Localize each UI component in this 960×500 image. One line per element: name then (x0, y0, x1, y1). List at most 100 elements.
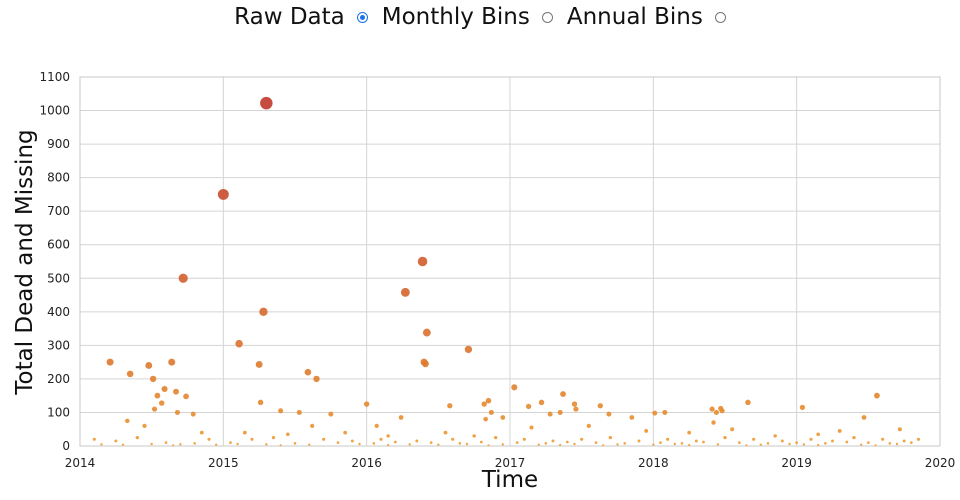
data-point[interactable] (809, 437, 813, 441)
data-point[interactable] (902, 439, 906, 443)
data-point[interactable] (154, 392, 161, 399)
data-point[interactable] (559, 443, 562, 447)
data-point[interactable] (106, 358, 114, 366)
data-point[interactable] (259, 307, 268, 317)
data-point[interactable] (158, 400, 165, 406)
data-point[interactable] (525, 403, 532, 410)
data-point[interactable] (916, 437, 921, 441)
data-point[interactable] (142, 423, 147, 428)
data-point[interactable] (909, 441, 913, 444)
data-point[interactable] (573, 406, 579, 412)
data-point[interactable] (616, 443, 619, 446)
data-point[interactable] (242, 430, 247, 435)
data-point[interactable] (135, 435, 139, 440)
data-point[interactable] (293, 442, 297, 445)
data-point[interactable] (421, 360, 429, 368)
data-point[interactable] (190, 411, 196, 417)
data-point[interactable] (408, 443, 411, 446)
data-point[interactable] (415, 439, 419, 443)
data-point[interactable] (393, 440, 397, 444)
data-point[interactable] (336, 441, 340, 444)
data-point[interactable] (296, 409, 302, 415)
data-point[interactable] (199, 430, 204, 435)
data-point[interactable] (557, 409, 563, 415)
data-point[interactable] (151, 406, 158, 412)
data-point[interactable] (606, 411, 612, 417)
data-point[interactable] (652, 443, 655, 446)
data-point[interactable] (824, 442, 827, 445)
data-point[interactable] (207, 437, 211, 441)
data-point[interactable] (358, 442, 361, 446)
data-point[interactable] (897, 427, 902, 432)
data-point[interactable] (709, 406, 715, 412)
data-point[interactable] (178, 273, 188, 283)
data-point[interactable] (799, 404, 806, 411)
data-point[interactable] (265, 443, 268, 446)
data-point[interactable] (522, 437, 526, 441)
data-point[interactable] (363, 401, 370, 407)
data-point[interactable] (723, 435, 727, 440)
data-point[interactable] (172, 444, 175, 447)
data-point[interactable] (680, 442, 684, 445)
data-point[interactable] (437, 443, 440, 446)
data-point[interactable] (538, 399, 545, 406)
data-point[interactable] (451, 437, 455, 441)
data-point[interactable] (379, 437, 383, 441)
data-point[interactable] (179, 443, 182, 446)
data-point[interactable] (544, 442, 548, 445)
data-point[interactable] (374, 423, 379, 428)
data-point[interactable] (773, 434, 777, 438)
data-point[interactable] (673, 442, 677, 446)
data-point[interactable] (608, 435, 612, 440)
data-point[interactable] (114, 439, 118, 443)
data-point[interactable] (168, 358, 176, 366)
data-point[interactable] (235, 339, 243, 348)
data-point[interactable] (586, 423, 591, 428)
data-point[interactable] (483, 416, 488, 422)
data-point[interactable] (398, 415, 404, 420)
data-point[interactable] (465, 442, 469, 446)
data-point[interactable] (745, 399, 751, 406)
data-point[interactable] (350, 439, 354, 443)
data-point[interactable] (565, 440, 569, 444)
data-point[interactable] (494, 435, 498, 440)
data-point[interactable] (422, 328, 431, 337)
data-point[interactable] (429, 441, 433, 444)
data-point[interactable] (874, 392, 880, 399)
data-point[interactable] (623, 442, 626, 445)
data-point[interactable] (594, 441, 598, 444)
data-point[interactable] (666, 437, 670, 441)
data-point[interactable] (145, 362, 153, 369)
data-point[interactable] (260, 96, 273, 110)
data-point[interactable] (537, 443, 540, 446)
data-point[interactable] (713, 409, 719, 415)
data-point[interactable] (313, 375, 320, 383)
data-point[interactable] (193, 442, 196, 445)
data-point[interactable] (481, 401, 487, 407)
data-point[interactable] (687, 430, 692, 435)
data-point[interactable] (861, 415, 867, 420)
data-point[interactable] (100, 443, 103, 446)
data-point[interactable] (816, 432, 820, 437)
data-point[interactable] (745, 444, 748, 447)
data-point[interactable] (286, 432, 290, 437)
data-point[interactable] (328, 411, 334, 417)
data-point[interactable] (788, 442, 791, 446)
data-point[interactable] (571, 401, 578, 407)
data-point[interactable] (278, 408, 284, 414)
data-point[interactable] (737, 441, 741, 444)
data-point[interactable] (874, 444, 877, 447)
radio-button[interactable] (356, 11, 368, 23)
data-point[interactable] (852, 435, 856, 440)
data-point[interactable] (711, 420, 716, 425)
bin-option-raw-data[interactable]: Raw Data (234, 4, 368, 30)
data-point[interactable] (644, 428, 649, 433)
data-point[interactable] (150, 442, 153, 446)
data-point[interactable] (694, 439, 698, 443)
data-point[interactable] (730, 427, 735, 432)
data-point[interactable] (149, 375, 157, 383)
data-point[interactable] (602, 444, 605, 447)
data-point[interactable] (759, 443, 762, 446)
data-point[interactable] (322, 437, 326, 441)
data-point[interactable] (551, 439, 555, 443)
